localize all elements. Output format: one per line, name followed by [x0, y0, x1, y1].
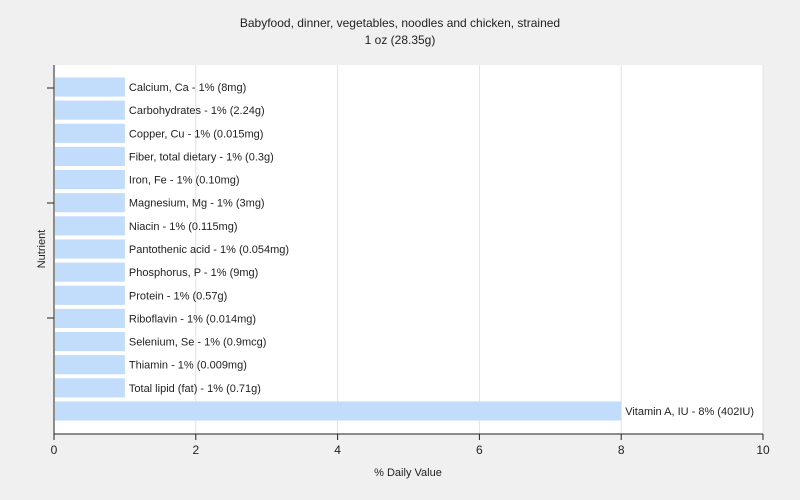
x-tick-label: 4	[334, 443, 341, 457]
x-tick-label: 10	[756, 443, 770, 457]
bar-label: Pantothenic acid - 1% (0.054mg)	[129, 244, 289, 256]
bar	[55, 308, 125, 328]
bar	[55, 285, 125, 305]
bar-label: Copper, Cu - 1% (0.015mg)	[129, 128, 264, 140]
bar-label: Calcium, Ca - 1% (8mg)	[129, 82, 246, 94]
bar-label: Riboflavin - 1% (0.014mg)	[129, 313, 256, 325]
plot-area	[54, 65, 763, 434]
bar	[55, 77, 125, 97]
chart-title: Babyfood, dinner, vegetables, noodles an…	[239, 16, 561, 30]
x-tick-label: 8	[618, 443, 625, 457]
bar	[55, 193, 125, 213]
bar-labels: Calcium, Ca - 1% (8mg) Carbohydrates - 1%…	[129, 82, 754, 418]
axes	[47, 65, 763, 435]
x-tick-label: 6	[476, 443, 483, 457]
bar-label: Niacin - 1% (0.115mg)	[129, 221, 238, 233]
bar	[55, 401, 622, 421]
bar-label: Carbohydrates - 1% (2.24g)	[129, 105, 265, 117]
bar	[55, 239, 125, 259]
bar	[55, 355, 125, 375]
x-tick-label: 0	[51, 443, 58, 457]
gridlines	[195, 65, 764, 434]
x-axis-ticks: 0 2 4 6 8 10	[51, 434, 770, 457]
bar	[55, 332, 125, 352]
bar-label: Protein - 1% (0.57g)	[129, 290, 227, 302]
bar-label: Total lipid (fat) - 1% (0.71g)	[129, 383, 261, 395]
bar	[55, 123, 125, 143]
bar-label: Phosphorus, P - 1% (9mg)	[129, 267, 258, 279]
bar-label: Magnesium, Mg - 1% (3mg)	[129, 198, 265, 210]
bar-label: Iron, Fe - 1% (0.10mg)	[129, 175, 240, 187]
y-axis-title: Nutrient	[36, 230, 48, 269]
chart-subtitle: 1 oz (28.35g)	[364, 33, 436, 47]
bars	[55, 77, 622, 421]
bar-label: Fiber, total dietary - 1% (0.3g)	[129, 151, 274, 163]
bar	[55, 146, 125, 166]
bar	[55, 100, 125, 120]
x-tick-label: 2	[192, 443, 199, 457]
bar-label: Vitamin A, IU - 8% (402IU)	[625, 406, 754, 418]
bar	[55, 262, 125, 282]
bar-label: Thiamin - 1% (0.009mg)	[129, 360, 247, 372]
bar	[55, 170, 125, 190]
x-axis-title: % Daily Value	[374, 467, 442, 479]
bar	[55, 216, 125, 236]
bar-label: Selenium, Se - 1% (0.9mcg)	[129, 337, 267, 349]
bar	[55, 378, 125, 398]
